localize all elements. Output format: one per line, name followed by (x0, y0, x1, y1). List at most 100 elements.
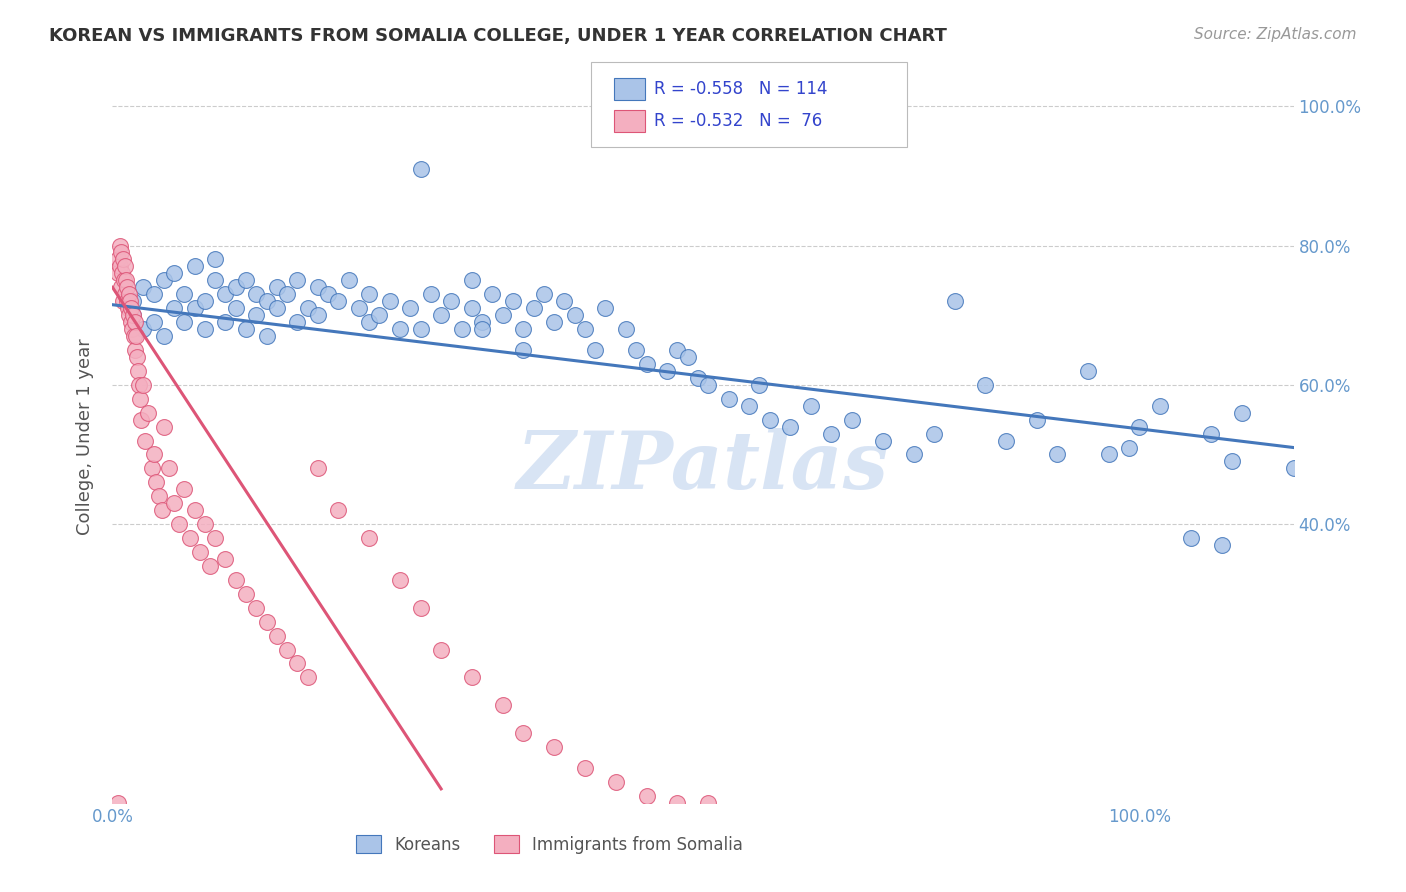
Point (1098, 448, 1121, 462)
Point (245, 600, 267, 615)
Point (122, 308, 145, 322)
Point (316, 287, 339, 301)
Text: Source: ZipAtlas.com: Source: ZipAtlas.com (1194, 27, 1357, 42)
Point (1220, 454, 1243, 468)
Point (163, 496, 186, 510)
Point (138, 406, 160, 420)
Point (183, 301, 205, 316)
Point (235, 322, 257, 336)
Point (471, 315, 494, 329)
Point (307, 308, 329, 322)
Point (125, 329, 148, 343)
Point (1201, 426, 1223, 441)
Point (636, 357, 658, 371)
Point (120, 315, 142, 329)
Point (153, 419, 176, 434)
Point (127, 350, 149, 364)
Point (153, 273, 176, 287)
Point (141, 461, 163, 475)
Point (1046, 448, 1069, 462)
Point (461, 670, 484, 684)
Point (235, 273, 257, 287)
Point (111, 266, 134, 280)
Point (697, 796, 720, 810)
Point (115, 280, 138, 294)
Point (543, 315, 565, 329)
Point (114, 273, 136, 287)
Point (512, 726, 534, 740)
Point (748, 377, 770, 392)
Point (738, 399, 761, 413)
Point (574, 322, 596, 336)
Point (1149, 399, 1171, 413)
Point (359, 315, 381, 329)
Point (194, 322, 217, 336)
Point (903, 448, 925, 462)
Point (107, 252, 129, 267)
Point (820, 426, 842, 441)
Point (214, 552, 236, 566)
Point (347, 301, 370, 316)
Point (124, 315, 146, 329)
Point (107, 266, 129, 280)
Point (409, 322, 432, 336)
Point (167, 517, 190, 532)
Point (194, 294, 217, 309)
Text: KOREAN VS IMMIGRANTS FROM SOMALIA COLLEGE, UNDER 1 YEAR CORRELATION CHART: KOREAN VS IMMIGRANTS FROM SOMALIA COLLEG… (49, 27, 948, 45)
Point (132, 280, 155, 294)
Point (595, 301, 617, 316)
Point (440, 294, 463, 309)
Point (922, 426, 945, 441)
Point (122, 308, 145, 322)
Point (266, 280, 288, 294)
Point (183, 260, 205, 274)
Point (409, 161, 432, 176)
Point (110, 245, 132, 260)
Point (111, 294, 134, 309)
Point (779, 419, 801, 434)
Point (114, 260, 136, 274)
Point (266, 629, 288, 643)
Point (943, 294, 966, 309)
Point (142, 448, 165, 462)
Point (297, 670, 319, 684)
Point (145, 475, 167, 490)
Point (1128, 419, 1150, 434)
Point (204, 273, 226, 287)
Text: ZIPatlas: ZIPatlas (517, 427, 889, 505)
Point (430, 642, 453, 657)
Point (461, 273, 484, 287)
Point (512, 343, 534, 357)
Point (1025, 412, 1047, 426)
Point (115, 294, 138, 309)
Point (553, 294, 575, 309)
Point (328, 294, 350, 309)
Point (492, 308, 515, 322)
Point (471, 322, 494, 336)
Point (285, 273, 308, 287)
Point (378, 294, 401, 309)
Point (225, 280, 247, 294)
Point (533, 287, 555, 301)
Point (173, 483, 195, 497)
Point (142, 315, 165, 329)
Point (132, 322, 155, 336)
Point (266, 301, 288, 316)
Point (583, 343, 606, 357)
Point (173, 315, 195, 329)
Point (359, 287, 381, 301)
Point (430, 308, 453, 322)
Point (110, 280, 132, 294)
Point (214, 315, 236, 329)
Point (122, 329, 145, 343)
Point (614, 322, 637, 336)
Point (112, 273, 135, 287)
Point (132, 377, 155, 392)
Point (163, 301, 186, 316)
Point (120, 301, 142, 316)
Point (419, 287, 441, 301)
Point (409, 600, 432, 615)
Point (150, 503, 173, 517)
Point (481, 287, 503, 301)
Text: R = -0.532   N =  76: R = -0.532 N = 76 (654, 112, 823, 130)
